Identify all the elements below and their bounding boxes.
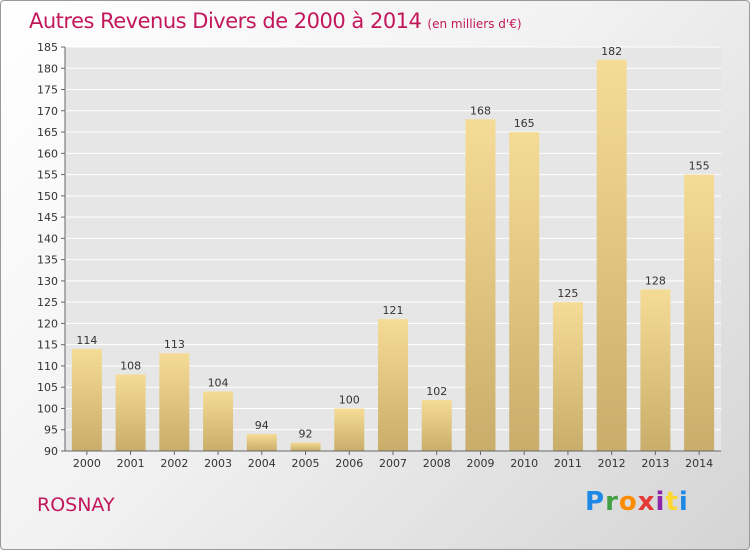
y-tick-label: 95 — [44, 424, 58, 437]
x-tick-label: 2003 — [204, 457, 232, 470]
y-tick-label: 185 — [37, 41, 58, 54]
y-tick-label: 90 — [44, 445, 58, 458]
data-label: 108 — [120, 359, 141, 372]
y-tick-label: 115 — [37, 339, 58, 352]
x-tick-label: 2014 — [685, 457, 713, 470]
bar — [203, 391, 234, 451]
bar — [290, 442, 321, 451]
y-tick-label: 135 — [37, 254, 58, 267]
bar — [465, 119, 496, 451]
x-tick-label: 2000 — [73, 457, 101, 470]
x-tick-label: 2009 — [466, 457, 494, 470]
bar — [334, 408, 365, 451]
y-tick-label: 110 — [37, 360, 58, 373]
y-tick-label: 160 — [37, 147, 58, 160]
y-tick-label: 155 — [37, 169, 58, 182]
data-label: 94 — [255, 419, 269, 432]
bar — [684, 174, 715, 451]
y-tick-label: 100 — [37, 402, 58, 415]
y-tick-label: 165 — [37, 126, 58, 139]
chart-title: Autres Revenus Divers de 2000 à 2014 (en … — [29, 9, 522, 33]
place-name: ROSNAY — [37, 494, 115, 516]
x-tick-label: 2004 — [248, 457, 276, 470]
x-tick-label: 2008 — [423, 457, 451, 470]
data-label: 121 — [383, 304, 404, 317]
bar — [640, 289, 671, 451]
y-tick-label: 180 — [37, 62, 58, 75]
bars — [71, 59, 715, 452]
x-tick-label: 2007 — [379, 457, 407, 470]
y-tick-label: 140 — [37, 232, 58, 245]
x-tick-label: 2013 — [641, 457, 669, 470]
data-label: 104 — [208, 376, 229, 389]
data-label: 92 — [299, 427, 313, 440]
proxiti-logo[interactable]: Proxiti — [585, 487, 689, 517]
y-tick-label: 120 — [37, 317, 58, 330]
bar — [378, 319, 408, 451]
data-label: 182 — [601, 45, 622, 58]
data-label: 100 — [339, 393, 360, 406]
bar — [115, 374, 146, 451]
chart-subtitle: (en milliers d'€) — [427, 17, 522, 31]
x-tick-label: 2002 — [160, 457, 188, 470]
y-tick-label: 105 — [37, 381, 58, 394]
data-label: 165 — [514, 117, 535, 130]
chart-title-text: Autres Revenus Divers de 2000 à 2014 — [29, 9, 422, 33]
y-tick-label: 170 — [37, 105, 58, 118]
y-axis: 90 95 100 105 110 115 120 125 130 135 140 145 150 155… — [37, 41, 66, 458]
y-tick-label: 125 — [37, 296, 58, 309]
bar — [552, 302, 583, 451]
bar — [596, 59, 627, 451]
data-label: 114 — [76, 334, 97, 347]
bar — [159, 353, 190, 451]
x-tick-label: 2006 — [335, 457, 363, 470]
data-label: 128 — [645, 274, 666, 287]
y-tick-label: 175 — [37, 84, 58, 97]
x-tick-label: 2012 — [598, 457, 626, 470]
data-label: 155 — [689, 160, 710, 173]
data-labels: 114 108 113 104 94 92 100 121 102 168 165 125 182 128… — [76, 45, 709, 441]
data-label: 113 — [164, 338, 185, 351]
data-label: 102 — [426, 385, 447, 398]
x-axis: 2000 2001 2002 2003 2004 2005 2006 2007 2008 2009… — [65, 450, 721, 470]
bar — [421, 399, 452, 451]
y-tick-label: 130 — [37, 275, 58, 288]
bar — [71, 348, 102, 451]
bar — [509, 132, 540, 452]
x-tick-label: 2005 — [292, 457, 320, 470]
bar — [246, 433, 277, 451]
y-tick-label: 150 — [37, 190, 58, 203]
x-tick-label: 2001 — [117, 457, 145, 470]
x-tick-label: 2011 — [554, 457, 582, 470]
x-tick-label: 2010 — [510, 457, 538, 470]
y-tick-label: 145 — [37, 211, 58, 224]
data-label: 168 — [470, 104, 491, 117]
data-label: 125 — [557, 287, 578, 300]
